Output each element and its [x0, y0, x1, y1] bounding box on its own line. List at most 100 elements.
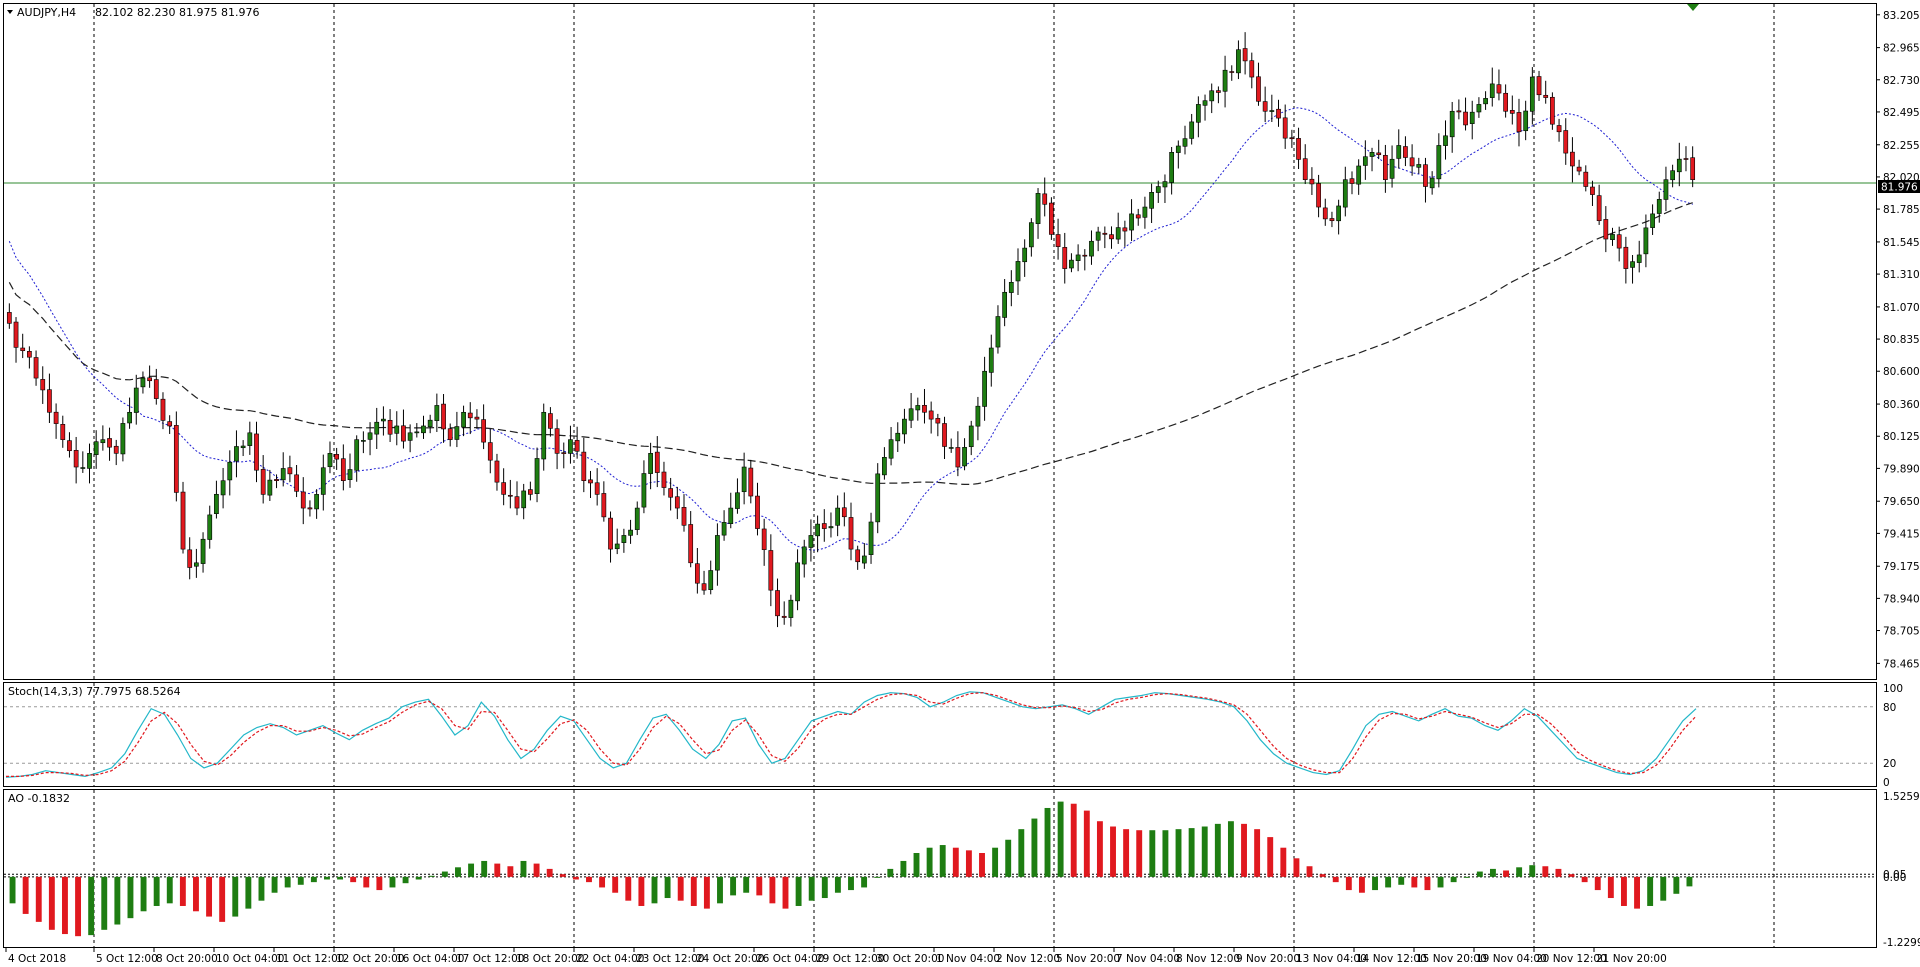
candle-body[interactable]: [1242, 48, 1248, 62]
candle-body[interactable]: [1316, 183, 1321, 208]
candle-body[interactable]: [1209, 90, 1215, 102]
candle-body[interactable]: [227, 461, 233, 481]
candle-body[interactable]: [521, 490, 527, 509]
candle-body[interactable]: [1369, 152, 1375, 157]
candle-body[interactable]: [414, 431, 420, 434]
candle-body[interactable]: [1028, 222, 1034, 248]
candle-body[interactable]: [875, 473, 881, 523]
candle-body[interactable]: [1516, 112, 1522, 133]
candle-body[interactable]: [1082, 254, 1088, 257]
candle-body[interactable]: [948, 447, 954, 449]
candle-body[interactable]: [127, 411, 132, 424]
candle-body[interactable]: [1296, 138, 1301, 160]
candle-body[interactable]: [1035, 193, 1041, 224]
candle-body[interactable]: [815, 523, 820, 537]
candle-body[interactable]: [861, 555, 867, 564]
candle-body[interactable]: [1563, 130, 1569, 154]
candle-body[interactable]: [1309, 178, 1315, 185]
candle-body[interactable]: [1356, 165, 1362, 185]
candlestick-series[interactable]: [6, 32, 1696, 628]
candle-body[interactable]: [534, 458, 540, 494]
candle-body[interactable]: [1590, 186, 1595, 195]
candle-body[interactable]: [621, 535, 627, 543]
candle-body[interactable]: [1216, 90, 1221, 93]
candle-body[interactable]: [1403, 146, 1408, 158]
candle-body[interactable]: [748, 467, 754, 497]
candle-body[interactable]: [1155, 186, 1161, 193]
candle-body[interactable]: [1429, 177, 1435, 189]
candle-body[interactable]: [1676, 158, 1682, 173]
candle-body[interactable]: [888, 439, 894, 459]
candle-body[interactable]: [180, 491, 186, 550]
candle-body[interactable]: [1583, 171, 1589, 187]
candle-body[interactable]: [1135, 214, 1141, 219]
candle-body[interactable]: [1389, 158, 1395, 179]
candle-body[interactable]: [514, 496, 520, 509]
candle-body[interactable]: [1169, 152, 1175, 183]
candle-body[interactable]: [507, 494, 513, 497]
candle-body[interactable]: [608, 517, 613, 550]
candle-body[interactable]: [40, 379, 46, 391]
candle-body[interactable]: [975, 405, 981, 427]
candle-body[interactable]: [1469, 111, 1475, 124]
candle-body[interactable]: [1476, 104, 1482, 113]
candle-body[interactable]: [841, 507, 847, 518]
candle-body[interactable]: [1683, 158, 1689, 160]
candle-body[interactable]: [474, 416, 480, 420]
candle-body[interactable]: [1282, 117, 1288, 139]
candle-body[interactable]: [848, 517, 854, 550]
candle-body[interactable]: [548, 413, 553, 429]
candle-body[interactable]: [1362, 156, 1368, 166]
candle-body[interactable]: [173, 425, 179, 493]
candle-body[interactable]: [735, 492, 740, 509]
candle-body[interactable]: [768, 550, 774, 591]
candle-body[interactable]: [454, 426, 460, 440]
candle-body[interactable]: [868, 521, 874, 555]
candle-body[interactable]: [1322, 207, 1328, 220]
candle-body[interactable]: [895, 432, 901, 442]
candle-body[interactable]: [828, 526, 834, 529]
candle-body[interactable]: [1109, 234, 1114, 240]
candle-body[interactable]: [300, 491, 306, 509]
candle-body[interactable]: [254, 433, 259, 471]
candle-body[interactable]: [1015, 261, 1021, 282]
candle-body[interactable]: [487, 442, 493, 461]
candle-body[interactable]: [1496, 84, 1502, 94]
candle-body[interactable]: [1536, 76, 1542, 96]
candle-body[interactable]: [928, 410, 934, 420]
candle-body[interactable]: [1336, 205, 1341, 222]
candle-body[interactable]: [1550, 96, 1555, 125]
candle-body[interactable]: [314, 494, 319, 510]
candle-body[interactable]: [280, 468, 286, 481]
candle-body[interactable]: [1630, 261, 1635, 268]
candle-body[interactable]: [327, 453, 333, 468]
candle-body[interactable]: [287, 467, 293, 475]
candle-body[interactable]: [120, 423, 126, 455]
candle-body[interactable]: [741, 466, 747, 493]
candle-body[interactable]: [1289, 137, 1295, 140]
candle-body[interactable]: [160, 398, 166, 421]
candle-body[interactable]: [561, 452, 567, 454]
candle-body[interactable]: [808, 535, 814, 548]
candle-body[interactable]: [527, 489, 533, 495]
candle-body[interactable]: [1650, 213, 1655, 228]
candle-body[interactable]: [1049, 202, 1054, 235]
candle-body[interactable]: [588, 479, 593, 484]
candle-body[interactable]: [835, 507, 841, 526]
candle-body[interactable]: [274, 479, 279, 481]
candle-body[interactable]: [915, 405, 921, 411]
candle-body[interactable]: [80, 467, 86, 469]
candle-body[interactable]: [53, 411, 59, 424]
candle-body[interactable]: [1636, 254, 1642, 263]
candle-body[interactable]: [1449, 110, 1455, 138]
candle-body[interactable]: [855, 549, 861, 563]
candle-body[interactable]: [153, 379, 159, 399]
candle-body[interactable]: [347, 469, 353, 480]
candle-body[interactable]: [320, 467, 326, 495]
candle-body[interactable]: [594, 482, 600, 495]
candle-body[interactable]: [200, 538, 206, 564]
candle-body[interactable]: [574, 440, 580, 452]
candle-body[interactable]: [728, 507, 734, 524]
candle-body[interactable]: [1256, 76, 1261, 102]
